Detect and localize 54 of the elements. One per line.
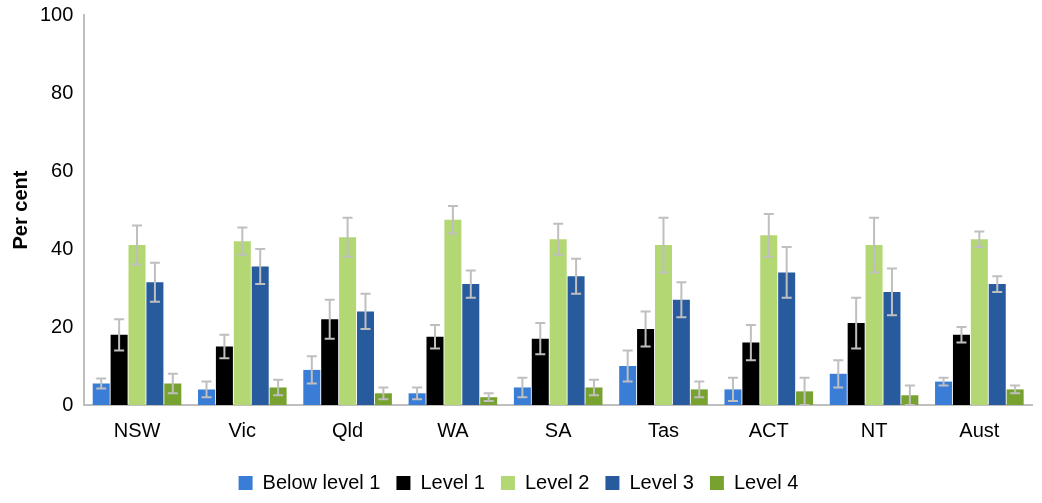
bar	[988, 284, 1006, 405]
bar	[146, 282, 164, 405]
legend-label: Level 2	[524, 470, 590, 493]
bar	[215, 346, 233, 405]
bar	[778, 272, 796, 405]
x-tick-label: NSW	[113, 418, 161, 441]
bar	[619, 366, 637, 405]
y-axis-title: Per cent	[8, 170, 31, 250]
bar	[760, 235, 778, 405]
bar	[1006, 389, 1024, 405]
y-tick-label: 0	[62, 392, 74, 415]
x-tick-label: SA	[544, 418, 573, 441]
bar	[567, 276, 585, 405]
bar	[883, 291, 901, 405]
legend-label: Level 4	[733, 470, 799, 493]
bar	[462, 284, 480, 405]
bar	[829, 373, 847, 405]
bar	[847, 323, 865, 405]
bar	[128, 245, 146, 405]
y-tick-label: 20	[51, 314, 74, 337]
bar	[92, 383, 110, 405]
bar	[426, 336, 444, 405]
bar	[339, 237, 357, 405]
bar	[110, 334, 128, 405]
legend-label: Level 1	[420, 470, 485, 493]
bar	[672, 299, 690, 405]
y-tick-label: 100	[39, 2, 74, 25]
bar	[444, 219, 462, 405]
bar	[303, 369, 321, 405]
bar	[952, 334, 970, 405]
bar	[865, 245, 883, 405]
x-tick-label: ACT	[748, 418, 789, 441]
bar	[654, 245, 672, 405]
x-tick-label: WA	[437, 418, 470, 441]
legend-label: Below level 1	[262, 470, 381, 493]
y-tick-label: 80	[51, 80, 74, 103]
bar	[935, 381, 953, 405]
bar	[251, 266, 269, 405]
bar	[549, 239, 567, 405]
x-tick-label: Aust	[959, 418, 1000, 441]
x-tick-label: Tas	[647, 418, 680, 441]
x-tick-label: Vic	[228, 418, 257, 441]
bar	[233, 241, 251, 405]
bar	[531, 338, 549, 405]
y-tick-label: 40	[51, 236, 74, 259]
bar	[742, 342, 760, 405]
bar	[970, 239, 988, 405]
y-tick-label: 60	[51, 158, 74, 181]
bar	[637, 328, 655, 405]
legend-label: Level 3	[629, 470, 694, 493]
bar	[357, 311, 374, 405]
x-tick-label: Qld	[332, 418, 364, 441]
x-tick-label: NT	[860, 418, 888, 441]
bar	[321, 319, 339, 405]
